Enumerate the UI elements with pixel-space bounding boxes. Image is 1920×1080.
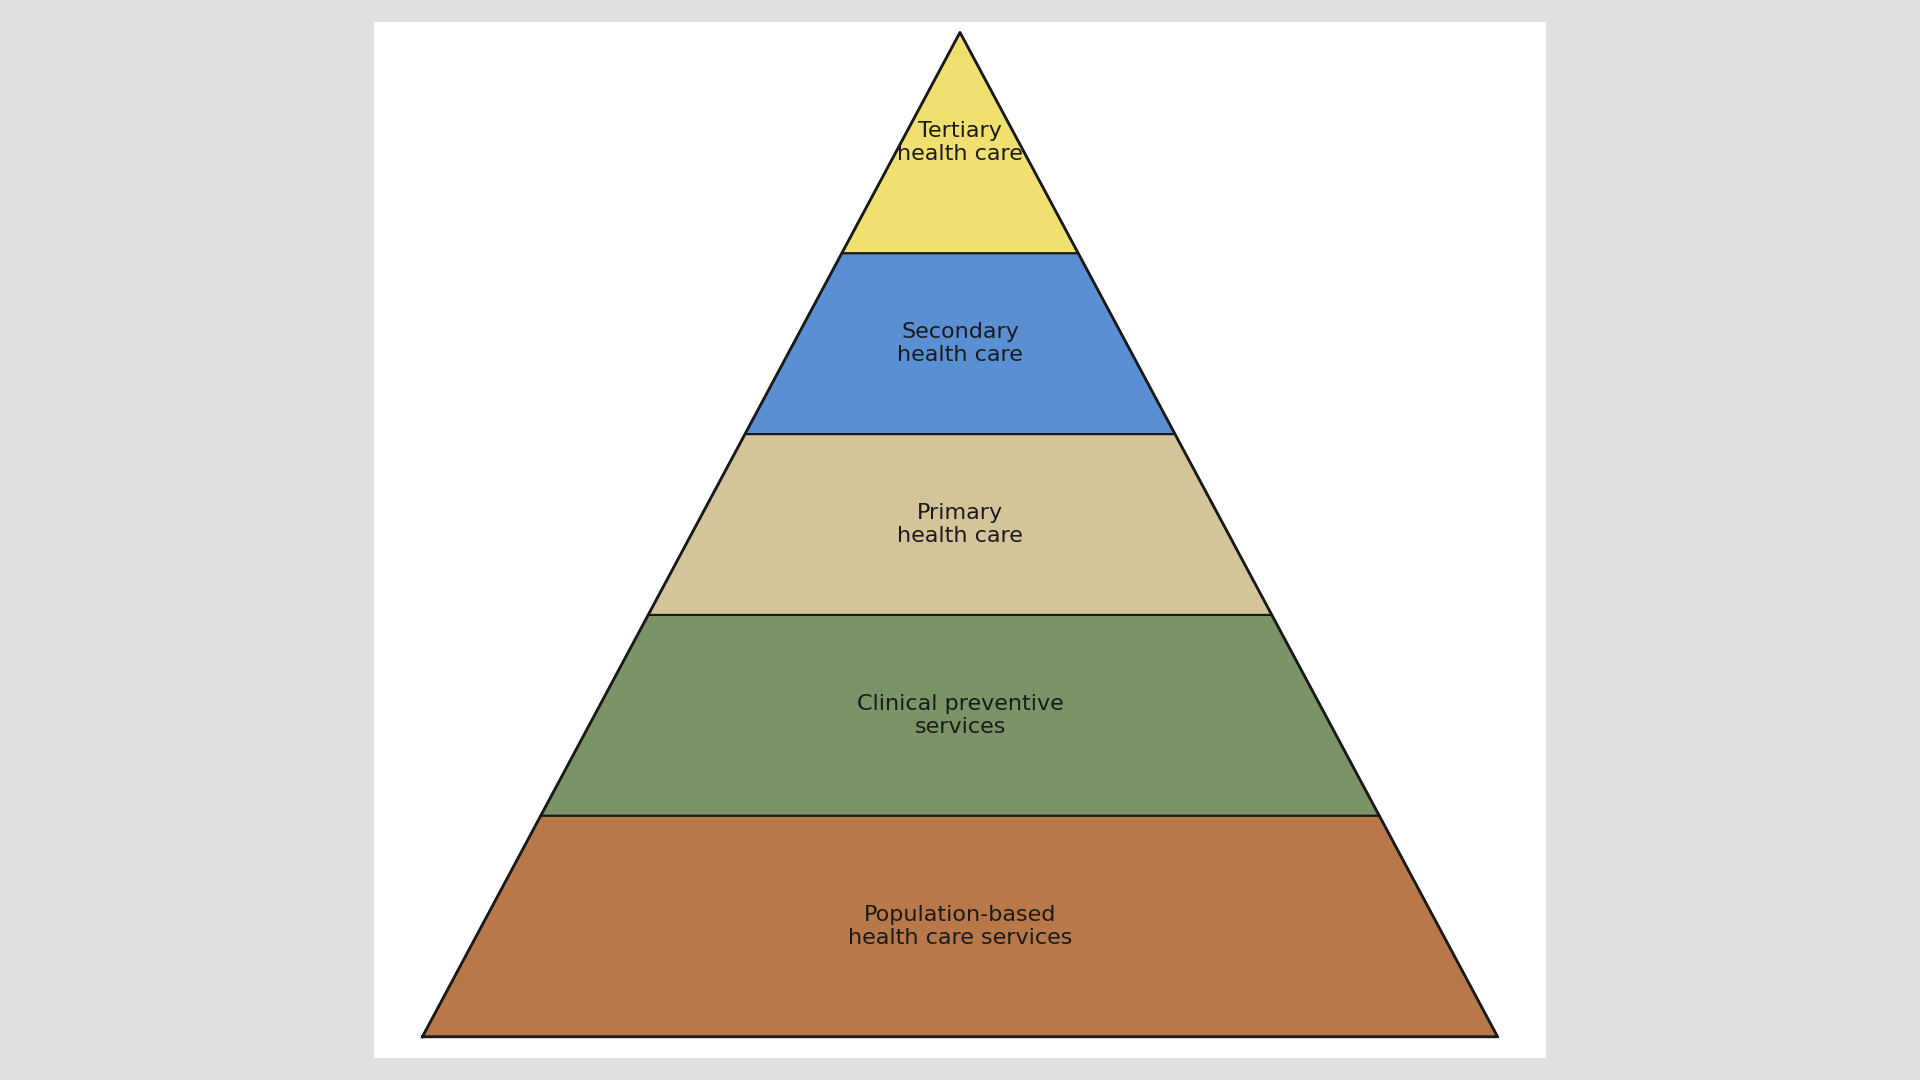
- Text: Population-based
health care services: Population-based health care services: [849, 905, 1071, 948]
- Polygon shape: [422, 815, 1498, 1037]
- Polygon shape: [649, 434, 1271, 615]
- Polygon shape: [541, 615, 1379, 815]
- Text: Primary
health care: Primary health care: [897, 503, 1023, 546]
- Text: Secondary
health care: Secondary health care: [897, 322, 1023, 365]
- Polygon shape: [841, 32, 1079, 254]
- Text: Tertiary
health care: Tertiary health care: [897, 121, 1023, 164]
- Polygon shape: [745, 254, 1175, 434]
- Text: Clinical preventive
services: Clinical preventive services: [856, 693, 1064, 737]
